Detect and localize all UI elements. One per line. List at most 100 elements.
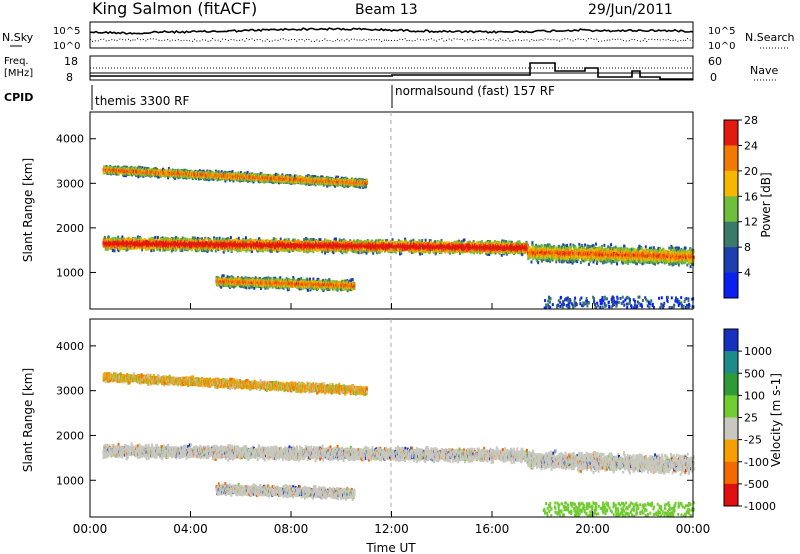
power-point [175, 236, 178, 240]
power-point [196, 249, 199, 252]
power-point [117, 249, 120, 253]
noise-left-tick-bottom: 10^0 [53, 41, 80, 52]
power-point [170, 249, 173, 253]
freq-tick-top: 18 [64, 55, 78, 68]
power-point [177, 237, 180, 241]
power-point [229, 236, 232, 239]
power-point [172, 248, 175, 252]
noise-search-line [89, 37, 694, 43]
power-point [136, 235, 139, 239]
power-point [107, 247, 110, 251]
power-point [163, 248, 166, 252]
nave-tick-top: 60 [708, 55, 722, 68]
noise-sky-line [90, 27, 694, 35]
power-scatter-layer [102, 164, 695, 310]
power-point [190, 239, 193, 242]
power-point [412, 238, 415, 242]
power-point [111, 249, 114, 252]
power-point [172, 240, 175, 244]
power-point [136, 238, 139, 241]
power-point [157, 236, 159, 240]
power-point [180, 245, 183, 249]
power-point [157, 238, 160, 242]
freq-label-line1: Freq. [4, 56, 29, 67]
power-point [319, 238, 322, 242]
nave-step-trace [90, 62, 693, 80]
power-point [152, 248, 155, 252]
cpid-label: CPID [4, 91, 33, 104]
power-point [137, 237, 140, 241]
freq-label-line2: [MHz] [4, 68, 33, 79]
power-point [181, 248, 184, 252]
power-point [200, 239, 203, 242]
power-point [120, 247, 123, 251]
power-point [156, 248, 159, 252]
nave-tick-bottom: 0 [710, 71, 717, 84]
noise-panel-frame [89, 21, 694, 49]
cpid-mode-2: normalsound (fast) 157 RF [395, 84, 555, 98]
power-point [103, 235, 106, 239]
power-point [162, 237, 165, 241]
power-point [181, 236, 184, 240]
power-point [126, 237, 128, 241]
station-title: King Salmon (fitACF) [92, 0, 257, 18]
power-point [183, 237, 186, 241]
power-point [169, 238, 172, 241]
noise-right-tick-bottom: 10^0 [708, 41, 735, 52]
power-point [196, 236, 199, 240]
power-point [190, 247, 193, 251]
power-point [108, 236, 110, 240]
power-point [201, 247, 204, 251]
power-point [365, 251, 368, 255]
power-point [303, 238, 306, 242]
power-point [121, 235, 124, 239]
power-point [421, 239, 424, 242]
power-point [114, 237, 117, 241]
noise-right-tick-top: 10^5 [708, 26, 735, 37]
power-point [237, 236, 240, 240]
power-point [116, 237, 119, 241]
noise-left-tick-top: 10^5 [53, 26, 80, 37]
power-point [141, 248, 144, 252]
power-point [116, 245, 118, 249]
power-point [136, 246, 139, 250]
power-point [113, 249, 116, 253]
power-point [175, 245, 178, 249]
power-point [168, 247, 171, 251]
noise-right-label: N.Search [745, 31, 795, 44]
power-point [201, 237, 203, 241]
power-point [198, 248, 201, 252]
power-point [108, 246, 111, 250]
power-point [144, 238, 146, 242]
date-title: 29/Jun/2011 [588, 2, 673, 18]
power-point [204, 238, 207, 242]
power-point [173, 237, 176, 241]
power-point [175, 239, 177, 243]
power-point [419, 252, 422, 256]
cpid-mode-1: themis 3300 RF [95, 94, 189, 108]
power-point [159, 248, 162, 252]
power-point [244, 236, 247, 240]
power-point [197, 240, 200, 244]
power-point [111, 239, 114, 243]
power-point [218, 236, 221, 240]
power-point [195, 238, 198, 242]
power-point [154, 235, 157, 239]
power-point [167, 237, 170, 241]
nave-label: Nave [750, 64, 778, 77]
power-point [357, 251, 360, 255]
power-point [188, 247, 191, 251]
power-point [179, 237, 182, 241]
power-point [117, 235, 120, 239]
freq-tick-bottom: 8 [66, 71, 73, 84]
power-point [186, 238, 189, 241]
power-point [335, 237, 337, 241]
power-point [126, 247, 129, 251]
power-point [150, 249, 153, 253]
power-point [187, 248, 190, 252]
power-point [424, 238, 427, 242]
power-point [146, 246, 149, 250]
noise-left-label: N.Sky [2, 31, 34, 44]
power-point [112, 237, 115, 241]
